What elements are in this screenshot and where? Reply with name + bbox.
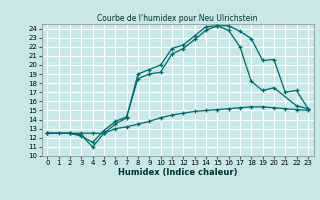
Title: Courbe de l'humidex pour Neu Ulrichstein: Courbe de l'humidex pour Neu Ulrichstein [97,14,258,23]
X-axis label: Humidex (Indice chaleur): Humidex (Indice chaleur) [118,168,237,177]
